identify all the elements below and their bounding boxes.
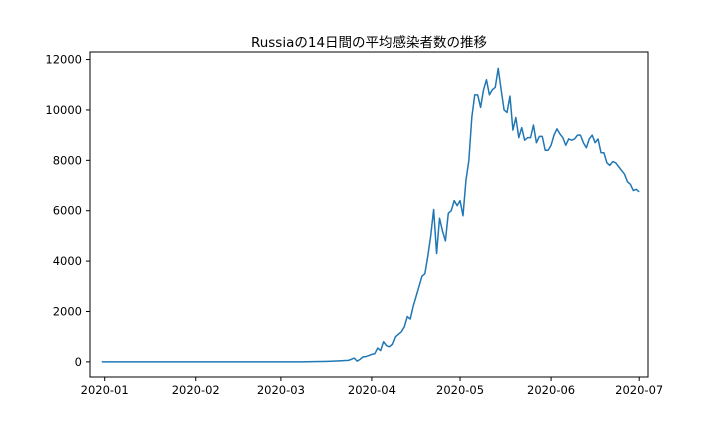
x-tick-label: 2020-03	[257, 383, 305, 397]
y-tick-label: 4000	[53, 254, 82, 268]
y-tick-label: 8000	[53, 153, 82, 167]
y-tick-label: 2000	[53, 304, 82, 318]
x-tick-label: 2020-04	[348, 383, 396, 397]
x-tick-label: 2020-06	[527, 383, 575, 397]
x-tick-label: 2020-05	[436, 383, 484, 397]
series-line	[101, 67, 640, 363]
x-tick-label: 2020-07	[615, 383, 663, 397]
x-axis-ticks: 2020-01 2020-02 2020-03 2020-04 2020-05 2020-…	[81, 377, 663, 397]
x-tick-label: 2020-02	[172, 383, 220, 397]
y-tick-label: 10000	[45, 103, 82, 117]
x-tick-label: 2020-01	[81, 383, 129, 397]
plot-frame	[89, 51, 649, 378]
y-tick-label: 0	[75, 355, 82, 369]
y-tick-label: 6000	[53, 204, 82, 218]
y-axis-ticks: 0 2000 4000 6000 8000 10000 12000	[45, 53, 90, 369]
chart-title: Russiaの14日間の平均感染者数の推移	[251, 34, 487, 51]
series-layer	[101, 67, 640, 363]
y-tick-label: 12000	[45, 53, 82, 67]
